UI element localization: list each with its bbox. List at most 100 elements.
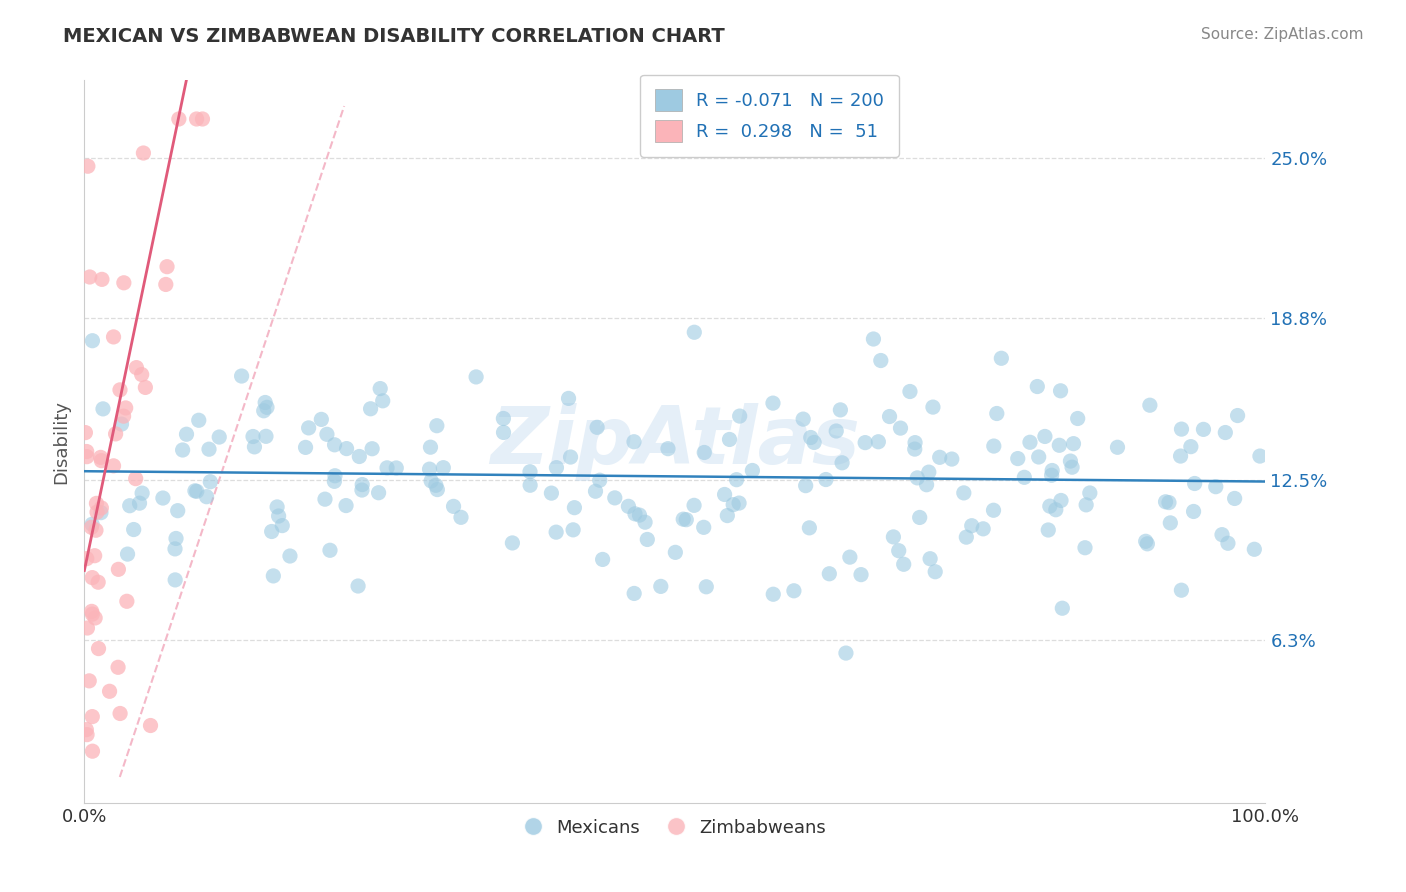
Point <box>675 513 697 527</box>
Point <box>1135 534 1157 549</box>
Point <box>1050 493 1073 508</box>
Point <box>818 566 841 581</box>
Point <box>803 435 825 450</box>
Point <box>1040 463 1063 477</box>
Point <box>122 523 145 537</box>
Point <box>432 460 454 475</box>
Point <box>323 468 346 483</box>
Point <box>139 718 162 732</box>
Point <box>983 439 1005 453</box>
Point <box>79 270 101 285</box>
Point <box>91 401 114 416</box>
Point <box>636 533 658 547</box>
Point <box>560 450 582 464</box>
Point <box>1039 499 1062 513</box>
Point <box>77 673 100 688</box>
Point <box>82 517 104 532</box>
Point <box>294 441 316 455</box>
Point <box>882 530 904 544</box>
Point <box>166 503 188 517</box>
Point <box>347 579 370 593</box>
Point <box>887 543 910 558</box>
Point <box>1047 438 1070 452</box>
Point <box>426 418 449 433</box>
Point <box>586 420 609 434</box>
Point <box>80 604 103 618</box>
Point <box>84 611 107 625</box>
Point <box>990 351 1012 366</box>
Point <box>82 744 104 758</box>
Point <box>1059 454 1081 468</box>
Point <box>589 473 612 487</box>
Point <box>1154 495 1177 509</box>
Point <box>254 429 277 443</box>
Point <box>1078 486 1101 500</box>
Y-axis label: Disability: Disability <box>52 400 70 483</box>
Point <box>657 442 679 456</box>
Point <box>82 571 104 585</box>
Point <box>1216 536 1239 550</box>
Point <box>155 277 177 292</box>
Point <box>830 403 852 417</box>
Point <box>165 532 187 546</box>
Point <box>352 477 374 491</box>
Point <box>254 395 277 409</box>
Point <box>1045 502 1067 516</box>
Point <box>420 474 443 488</box>
Point <box>82 334 104 348</box>
Point <box>419 462 441 476</box>
Point <box>1249 449 1271 463</box>
Point <box>112 276 135 290</box>
Point <box>163 541 186 556</box>
Point <box>1028 450 1050 464</box>
Point <box>955 530 977 544</box>
Point <box>799 521 821 535</box>
Point <box>186 112 208 126</box>
Point <box>350 483 373 497</box>
Point <box>814 473 837 487</box>
Point <box>108 383 131 397</box>
Point <box>76 450 98 464</box>
Point <box>1211 527 1233 541</box>
Point <box>167 112 190 126</box>
Point <box>831 456 853 470</box>
Point <box>853 435 876 450</box>
Point <box>1107 440 1129 454</box>
Point <box>83 549 105 563</box>
Point <box>1136 537 1159 551</box>
Point <box>1026 379 1049 393</box>
Point <box>1019 435 1042 450</box>
Point <box>131 368 153 382</box>
Point <box>953 486 976 500</box>
Point <box>90 450 112 465</box>
Point <box>628 508 651 522</box>
Point <box>361 442 384 456</box>
Point <box>114 401 136 415</box>
Point <box>115 594 138 608</box>
Point <box>941 452 963 467</box>
Point <box>1170 449 1192 463</box>
Text: ZipAtlas: ZipAtlas <box>489 402 860 481</box>
Point <box>1038 523 1060 537</box>
Point <box>849 567 872 582</box>
Point <box>1213 425 1236 440</box>
Point <box>725 473 748 487</box>
Point <box>501 536 523 550</box>
Point <box>110 417 132 431</box>
Point <box>385 461 408 475</box>
Point <box>256 401 278 415</box>
Point <box>243 440 266 454</box>
Legend: Mexicans, Zimbabweans: Mexicans, Zimbabweans <box>516 812 834 845</box>
Point <box>131 486 153 500</box>
Point <box>90 453 112 467</box>
Point <box>156 260 179 274</box>
Point <box>117 547 139 561</box>
Point <box>905 471 928 485</box>
Point <box>262 569 284 583</box>
Text: Source: ZipAtlas.com: Source: ZipAtlas.com <box>1201 27 1364 42</box>
Point <box>84 523 107 537</box>
Point <box>1062 436 1084 450</box>
Point <box>323 475 346 489</box>
Point <box>1180 440 1202 454</box>
Point <box>108 706 131 721</box>
